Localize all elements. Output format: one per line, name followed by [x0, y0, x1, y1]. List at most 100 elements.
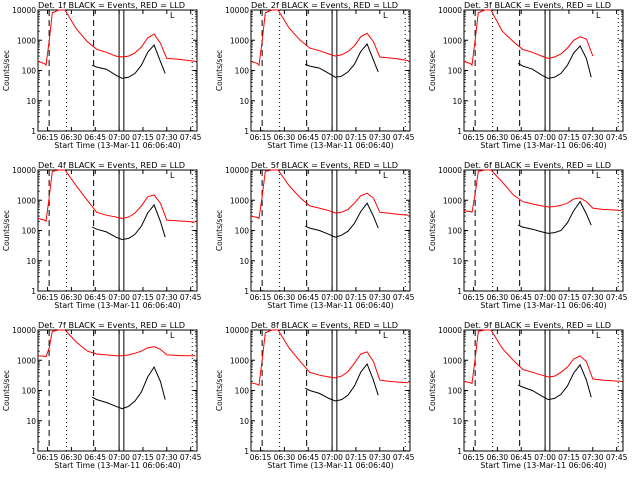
y-tick-label: 10000 [225, 6, 249, 15]
panel-title: Det. 8f BLACK = Events, RED = LLD [251, 320, 398, 330]
y-tick-label: 10000 [225, 166, 249, 175]
y-tick-label: 100 [235, 227, 250, 236]
x-tick-label: 07:30 [156, 453, 178, 462]
detector-panel-1: Det. 1f BLACK = Events, RED = LLD 1 10 100 1… [2, 0, 202, 150]
lld-series-line [250, 9, 409, 67]
corner-mark: L [170, 11, 175, 20]
plot-frame [250, 329, 411, 452]
panel-title: Det. 7f BLACK = Events, RED = LLD [38, 320, 185, 330]
detector-panel-3: Det. 3f BLACK = Events, RED = LLD 1 10 100 1… [428, 0, 628, 150]
x-tick-label: 07:15 [132, 453, 154, 462]
x-tick-label: 07:45 [393, 133, 415, 142]
y-tick-label: 100 [448, 67, 463, 76]
corner-mark: L [383, 11, 388, 20]
lld-series-line [37, 169, 196, 223]
x-tick-label: 07:45 [180, 133, 202, 142]
x-axis-label: Start Time (13-Mar-11 06:06:40) [54, 301, 180, 310]
x-axis-label: Start Time (13-Mar-11 06:06:40) [54, 461, 180, 470]
lld-series-line [463, 329, 622, 385]
y-tick-label: 1 [244, 127, 249, 136]
x-tick-label: 07:30 [369, 293, 391, 302]
x-axis-label: Start Time (13-Mar-11 06:06:40) [267, 301, 393, 310]
y-tick-label: 10 [452, 417, 462, 426]
y-tick-label: 1000 [443, 36, 462, 45]
y-tick-label: 100 [22, 387, 37, 396]
x-tick-label: 06:45 [84, 293, 106, 302]
y-tick-label: 100 [22, 67, 37, 76]
y-tick-label: 1000 [17, 356, 36, 365]
panel-title: Det. 2f BLACK = Events, RED = LLD [251, 0, 398, 10]
y-tick-label: 1 [244, 287, 249, 296]
y-axis-label: Counts/sec [215, 50, 224, 91]
lld-series-line [250, 169, 409, 220]
corner-mark: L [170, 331, 175, 340]
y-tick-label: 10000 [12, 166, 36, 175]
y-axis-label: Counts/sec [215, 370, 224, 411]
panel-title: Det. 3f BLACK = Events, RED = LLD [464, 0, 611, 10]
y-tick-label: 1 [457, 287, 462, 296]
y-tick-label: 10 [239, 97, 249, 106]
y-axis-label: Counts/sec [2, 210, 11, 251]
x-axis-label: Start Time (13-Mar-11 06:06:40) [480, 461, 606, 470]
detector-panel-9: Det. 9f BLACK = Events, RED = LLD 1 10 100 1… [428, 320, 628, 470]
plot-frame [37, 9, 198, 132]
lld-series-line [250, 329, 409, 387]
x-tick-label: 07:00 [321, 293, 343, 302]
x-tick-label: 07:45 [393, 453, 415, 462]
y-tick-label: 1 [31, 127, 36, 136]
plot-frame [463, 329, 624, 452]
y-tick-label: 1 [457, 127, 462, 136]
events-series-line [517, 363, 592, 401]
x-tick-label: 07:00 [534, 293, 556, 302]
y-axis-label: Counts/sec [2, 50, 11, 91]
x-tick-label: 07:00 [321, 453, 343, 462]
x-tick-label: 06:15 [37, 453, 59, 462]
x-tick-label: 06:45 [84, 453, 106, 462]
panel-title: Det. 1f BLACK = Events, RED = LLD [38, 0, 185, 10]
y-tick-label: 1000 [17, 36, 36, 45]
x-tick-label: 06:15 [37, 133, 59, 142]
events-series-line [304, 43, 379, 78]
x-tick-label: 07:45 [606, 453, 628, 462]
y-tick-label: 100 [235, 67, 250, 76]
x-tick-label: 06:45 [510, 133, 532, 142]
corner-mark: L [596, 331, 601, 340]
y-tick-label: 1 [244, 447, 249, 456]
y-tick-label: 10 [239, 257, 249, 266]
x-tick-label: 06:30 [487, 133, 509, 142]
x-tick-label: 07:45 [606, 133, 628, 142]
events-series-line [91, 365, 166, 410]
panel-title: Det. 4f BLACK = Events, RED = LLD [38, 160, 185, 170]
y-tick-label: 100 [448, 387, 463, 396]
x-tick-label: 06:15 [37, 293, 59, 302]
plot-frame [37, 169, 198, 292]
x-tick-label: 07:30 [369, 453, 391, 462]
x-tick-label: 07:30 [156, 293, 178, 302]
plot-frame [250, 9, 411, 132]
panel-title: Det. 9f BLACK = Events, RED = LLD [464, 320, 611, 330]
y-tick-label: 10 [452, 257, 462, 266]
x-tick-label: 06:15 [250, 453, 272, 462]
corner-mark: L [383, 331, 388, 340]
detector-panel-6: Det. 6f BLACK = Events, RED = LLD 1 10 100 1… [428, 160, 628, 310]
events-series-line [91, 203, 166, 241]
x-tick-label: 06:30 [61, 453, 83, 462]
x-tick-label: 07:45 [606, 293, 628, 302]
x-tick-label: 07:15 [558, 453, 580, 462]
corner-mark: L [596, 11, 601, 20]
events-series-line [517, 45, 592, 79]
x-tick-label: 07:15 [558, 293, 580, 302]
y-tick-label: 10 [452, 97, 462, 106]
y-tick-label: 100 [235, 387, 250, 396]
y-tick-label: 10000 [438, 326, 462, 335]
y-tick-label: 10000 [438, 166, 462, 175]
y-axis-label: Counts/sec [2, 370, 11, 411]
lld-series-line [463, 9, 594, 67]
lld-series-line [463, 169, 622, 214]
x-tick-label: 06:15 [463, 133, 485, 142]
y-tick-label: 1 [31, 447, 36, 456]
x-tick-label: 06:15 [463, 293, 485, 302]
x-tick-label: 06:15 [463, 453, 485, 462]
